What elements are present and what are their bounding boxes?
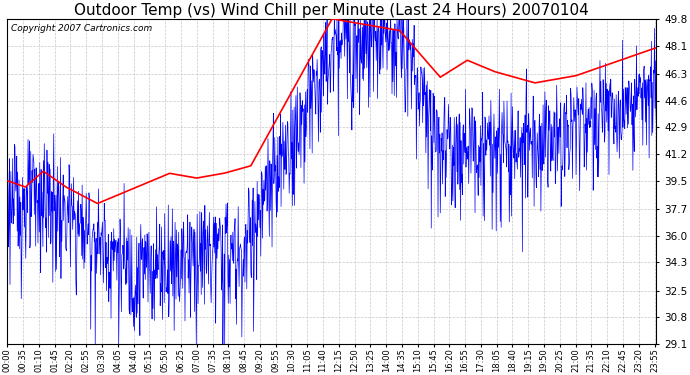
Text: Copyright 2007 Cartronics.com: Copyright 2007 Cartronics.com	[10, 24, 152, 33]
Title: Outdoor Temp (vs) Wind Chill per Minute (Last 24 Hours) 20070104: Outdoor Temp (vs) Wind Chill per Minute …	[75, 3, 589, 18]
